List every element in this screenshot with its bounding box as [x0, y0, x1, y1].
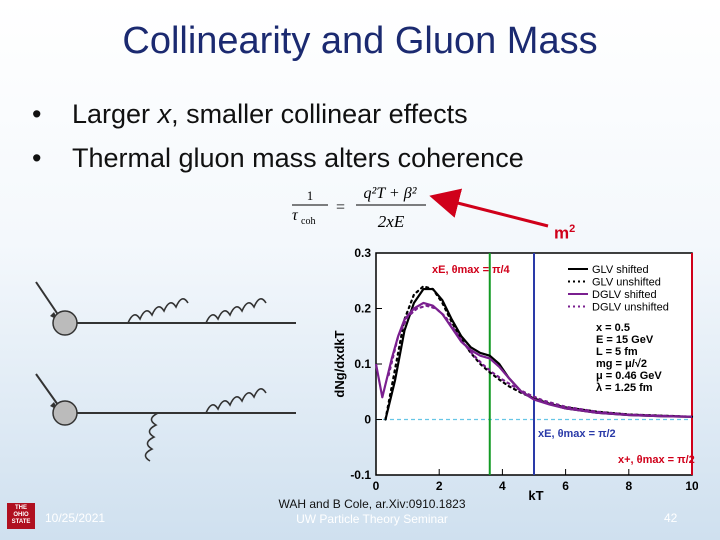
footer-citation: WAH and B Cole, ar.Xiv:0910.1823	[278, 497, 466, 511]
vertical-marker-label: xE, θmax = π/4	[432, 264, 511, 276]
x-axis-label: kT	[528, 488, 543, 503]
bullet-text-pre: Thermal gluon mass alters coherence	[72, 143, 524, 173]
diagram-bottom	[35, 373, 296, 462]
bullet-item: • Thermal gluon mass alters coherence	[30, 136, 524, 180]
legend-label: GLV shifted	[592, 264, 649, 276]
parameter-label: μ = 0.46 GeV	[596, 370, 662, 382]
formula-lhs-num: 1	[307, 188, 314, 203]
university-logo: THE OHIO STATE	[7, 503, 35, 529]
legend-label: GLV unshifted	[592, 277, 661, 289]
gluon	[205, 388, 267, 414]
diagram-top	[35, 281, 296, 336]
bullet-list: • Larger x, smaller collinear effects • …	[30, 92, 524, 180]
formula-lhs-den: τ	[292, 207, 299, 224]
bullet-item: • Larger x, smaller collinear effects	[30, 92, 524, 136]
y-tick-label: 0.2	[354, 302, 371, 316]
bullet-text-post: , smaller collinear effects	[171, 99, 468, 129]
x-tick-label: 10	[685, 479, 698, 493]
bullet-dot: •	[32, 99, 42, 129]
parameter-label: x = 0.5	[596, 322, 630, 334]
slide-title: Collinearity and Gluon Mass	[122, 20, 598, 62]
gluon	[127, 298, 189, 324]
y-axis-label: dNg/dxdkT	[332, 330, 347, 397]
series-line	[374, 301, 693, 418]
formula-rhs-den: 2xE	[378, 212, 405, 231]
legend-label: DGLV shifted	[592, 289, 657, 301]
bullet-dot: •	[32, 143, 42, 173]
x-tick-label: 2	[436, 479, 443, 493]
formula-equals: =	[336, 199, 345, 216]
x-tick-label: 4	[499, 479, 506, 493]
bullet-text-italic: x	[157, 99, 172, 129]
bullet-text-pre: Larger	[72, 99, 158, 129]
page-number: 42	[664, 511, 678, 525]
blob	[52, 400, 78, 426]
arrow-line	[429, 188, 549, 228]
footer-date: 10/25/2021	[45, 511, 106, 525]
coherence-formula: 1 τ coh = q²T + β² 2xE	[292, 185, 426, 231]
gluon-vertical	[144, 412, 159, 462]
parameter-label: mg = μ/√2	[596, 358, 647, 370]
legend-label: DGLV unshifted	[592, 302, 669, 314]
series-line	[387, 304, 694, 418]
feynman-diagrams	[35, 281, 296, 462]
parameter-label: λ = 1.25 fm	[596, 382, 653, 394]
x-tick-label: 8	[625, 479, 632, 493]
y-tick-label: 0.3	[354, 246, 371, 260]
parameter-label: L = 5 fm	[596, 346, 638, 358]
blob	[52, 310, 78, 336]
formula-rhs-num: q²T + β²	[364, 185, 418, 202]
x-tick-label: 0	[373, 479, 380, 493]
y-tick-label: -0.1	[350, 468, 371, 482]
gluon	[205, 298, 267, 324]
y-tick-label: 0	[364, 413, 371, 427]
parameter-label: E = 15 GeV	[596, 334, 654, 346]
x-tick-label: 6	[562, 479, 569, 493]
vertical-marker-label: x+, θmax = π/2	[618, 454, 695, 466]
y-tick-label: 0.1	[354, 357, 371, 371]
formula-lhs-sub: coh	[301, 216, 315, 227]
vertical-marker-label: xE, θmax = π/2	[538, 428, 616, 440]
footer-center: WAH and B Cole, ar.Xiv:0910.1823 UW Part…	[262, 497, 482, 527]
footer-seminar: UW Particle Theory Seminar	[296, 512, 448, 526]
m-squared-label: m2	[554, 223, 576, 243]
